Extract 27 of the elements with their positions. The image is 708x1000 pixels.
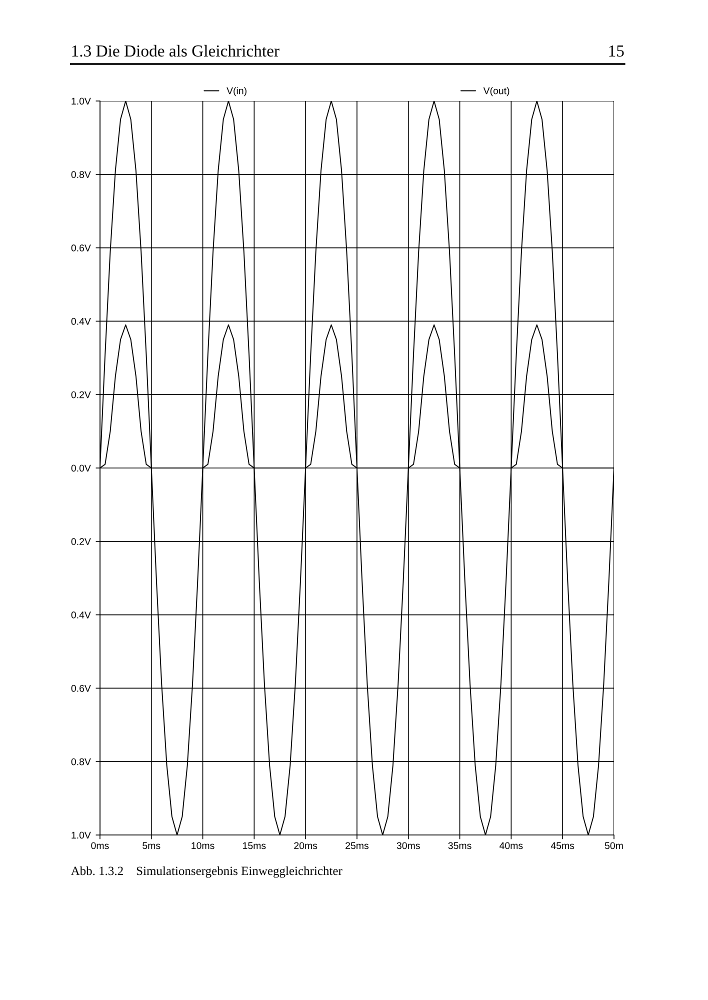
- x-tick-label: 35ms: [448, 842, 472, 850]
- x-tick-label: 30ms: [396, 842, 420, 850]
- x-tick-label: 25ms: [346, 842, 369, 850]
- x-tick-label: 5ms: [142, 842, 160, 850]
- text: 15: [609, 45, 624, 57]
- legend-label: V(out): [483, 87, 510, 96]
- text: 1.3 Die Diode als Gleichrichter: [72, 44, 280, 57]
- y-tick-label: 0.4V: [71, 612, 91, 618]
- x-tick-label: 20ms: [294, 842, 318, 850]
- x-tick-label: 0ms: [91, 842, 109, 850]
- caption: Abb. 1.3.2 Simulationsergebnis Einweggleichrichter: [70, 866, 342, 878]
- y-tick-label: 1.0V: [72, 832, 91, 839]
- x-tick-label: 10ms: [192, 842, 214, 850]
- y-tick-label: 0.0V: [71, 464, 91, 472]
- y-tick-label: 0.8V: [71, 758, 91, 766]
- y-tick-label: 1.0V: [72, 98, 91, 105]
- x-tick-label: 40ms: [500, 842, 523, 850]
- x-tick-label: 50m: [604, 842, 623, 850]
- y-tick-label: 0.2V: [71, 391, 91, 398]
- x-tick-label: 45ms: [550, 842, 574, 850]
- legend-label: V(in): [226, 87, 246, 96]
- y-tick-label: 0.4V: [71, 318, 91, 325]
- y-tick-label: 0.8V: [71, 171, 91, 178]
- x-tick-label: 15ms: [243, 842, 266, 850]
- y-tick-label: 0.2V: [71, 538, 91, 546]
- y-tick-label: 0.6V: [71, 684, 91, 692]
- y-tick-label: 0.6V: [71, 244, 91, 252]
